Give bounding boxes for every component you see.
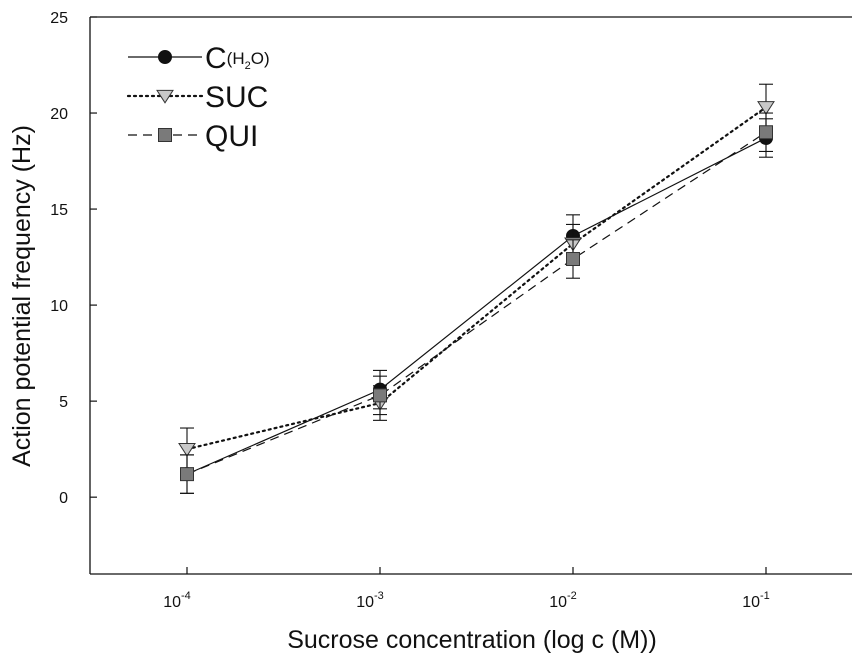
y-axis-title: Action potential frequency (Hz)	[8, 125, 36, 467]
x-tick-exponent: -2	[567, 590, 577, 602]
legend-item-c: C(H2O)	[128, 42, 270, 75]
series-suc	[178, 83, 775, 471]
legend-label-subscript: 2	[245, 60, 251, 72]
x-tick-base: 10	[356, 594, 374, 611]
x-tick-base: 10	[742, 594, 760, 611]
legend-item-qui: QUI	[128, 120, 258, 153]
legend-marker	[156, 89, 174, 104]
legend-marker	[158, 128, 172, 142]
y-tick-label: 20	[50, 106, 68, 123]
legend-label-sub-end: O)	[251, 49, 270, 68]
x-tick-label: 10-1	[742, 590, 770, 611]
legend: C(H2O) SUC QUI	[126, 42, 270, 153]
x-axis-title: Sucrose concentration (log c (M))	[287, 626, 657, 654]
x-tick-base: 10	[163, 594, 181, 611]
y-tick-label: 0	[59, 490, 68, 507]
x-tick-exponent: -3	[374, 590, 384, 602]
axes	[89, 16, 852, 575]
legend-label: QUI	[205, 120, 258, 153]
x-tick-exponent: -1	[760, 590, 770, 602]
legend-label: SUC	[205, 81, 268, 114]
legend-label-main: SUC	[205, 81, 268, 114]
x-tick-label: 10-4	[163, 590, 191, 611]
y-tick-label: 5	[59, 394, 68, 411]
legend-item-suc: SUC	[126, 81, 268, 114]
legend-label-main: QUI	[205, 120, 258, 153]
x-tick-label: 10-3	[356, 590, 384, 611]
series-line	[186, 137, 767, 475]
data-point	[373, 388, 387, 403]
data-point	[759, 125, 773, 140]
data-point	[180, 467, 194, 482]
series-line	[185, 106, 768, 451]
x-tick-exponent: -4	[181, 590, 191, 602]
legend-label-sub: (H	[227, 49, 245, 68]
legend-label: C(H2O)	[205, 42, 270, 75]
data-point	[757, 101, 775, 115]
legend-label-main: C	[205, 42, 227, 75]
y-tick-label: 10	[50, 298, 68, 315]
series-c	[180, 118, 773, 494]
data-point	[178, 443, 196, 457]
legend-marker	[158, 50, 172, 64]
x-tick-base: 10	[549, 594, 567, 611]
series-qui	[180, 112, 773, 494]
series-line	[186, 131, 767, 475]
x-tick-label: 10-2	[549, 590, 577, 611]
data-point	[566, 252, 580, 267]
series-layer	[178, 83, 775, 494]
y-tick-label: 15	[50, 202, 68, 219]
y-tick-label: 25	[50, 10, 68, 27]
